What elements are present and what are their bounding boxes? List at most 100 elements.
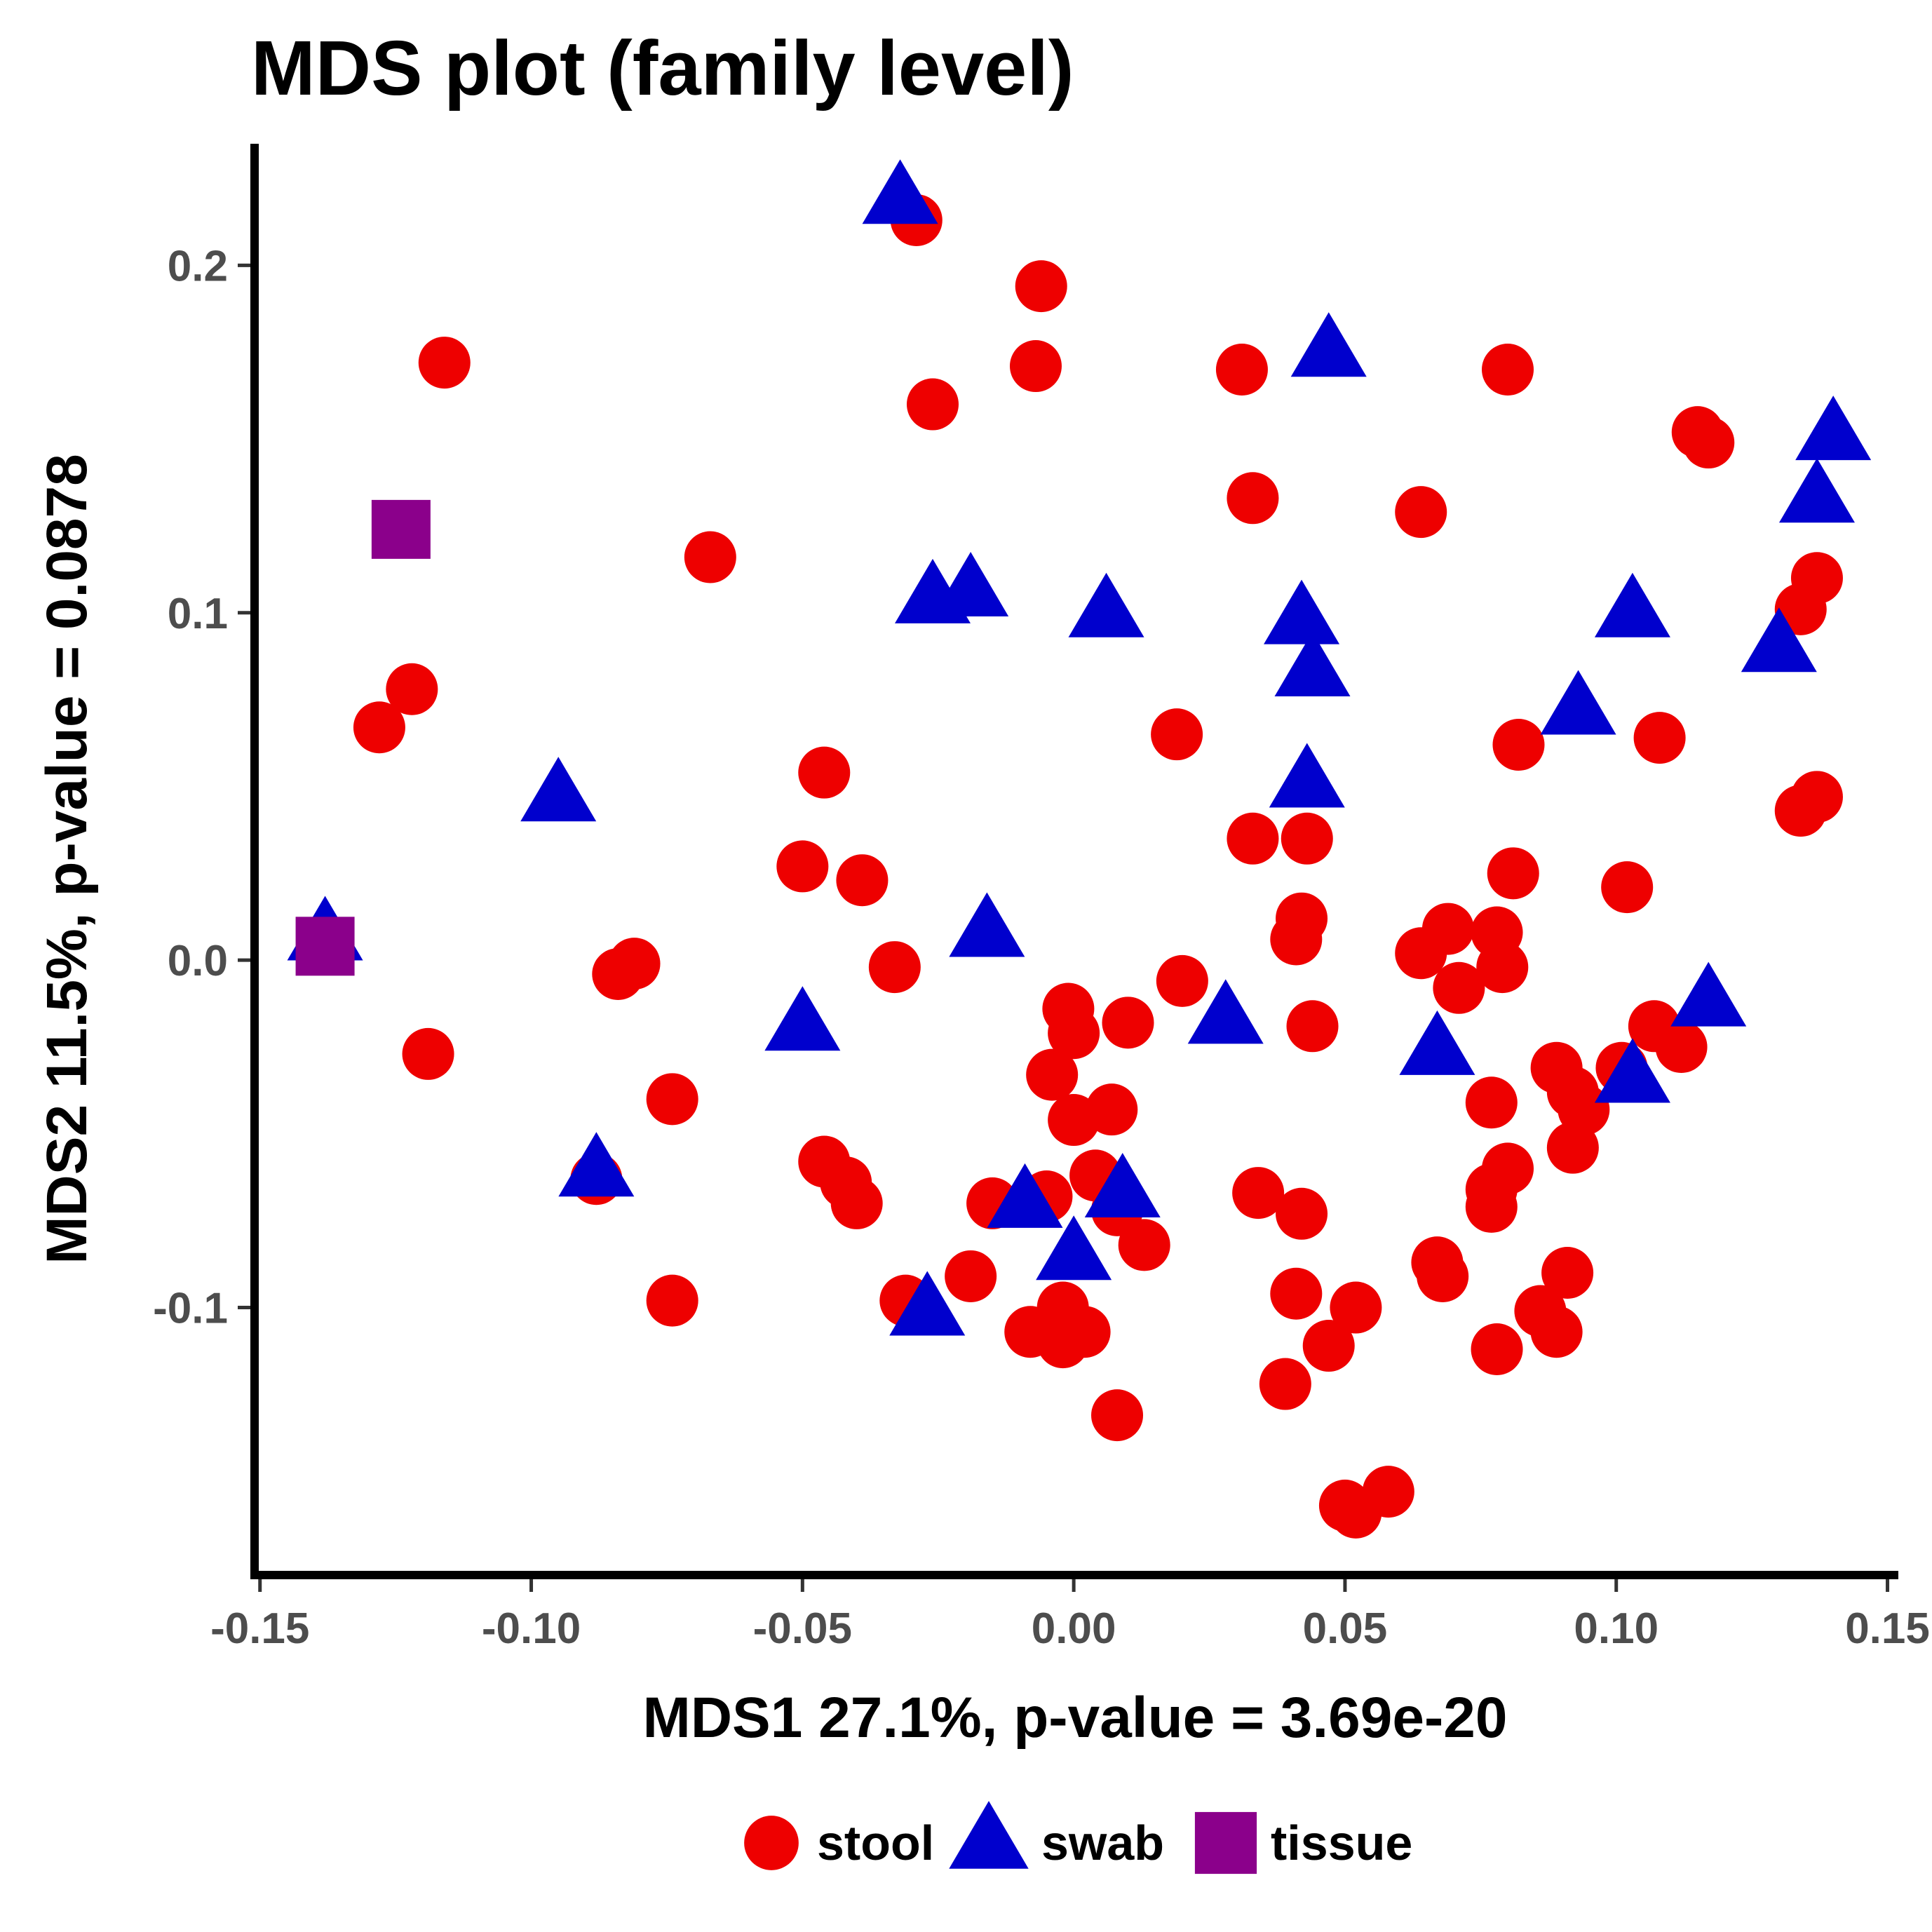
swab-point	[1269, 743, 1345, 808]
y-tick-label: 0.2	[168, 242, 228, 290]
stool-point	[1601, 861, 1654, 914]
stool-point	[1790, 771, 1843, 823]
stool-point	[1227, 472, 1279, 525]
x-tick-label: 0.05	[1303, 1605, 1388, 1653]
stool-point	[1362, 1466, 1414, 1518]
stool-point	[1156, 954, 1208, 1007]
swab-point	[1187, 979, 1264, 1044]
stool-point	[1421, 903, 1474, 955]
tissue-point	[371, 499, 431, 559]
x-tick-label: 0.00	[1032, 1605, 1116, 1653]
swab-point	[1084, 1153, 1161, 1218]
stool-point	[1215, 344, 1268, 396]
stool-point	[1682, 417, 1735, 469]
stool-point	[386, 663, 438, 715]
x-tick-label: -0.15	[210, 1605, 309, 1653]
stool-point	[1286, 1000, 1339, 1053]
swab-point	[949, 892, 1025, 957]
swab-point	[764, 986, 841, 1051]
swab-point	[558, 1132, 635, 1197]
x-tick-label: -0.10	[482, 1605, 581, 1653]
stool-point	[1482, 1142, 1534, 1195]
stool-point	[798, 746, 851, 799]
stool-point	[1048, 1094, 1100, 1147]
swab-point	[1274, 631, 1351, 696]
stool-point	[906, 378, 959, 431]
stool-point	[646, 1274, 698, 1327]
stool-point	[1330, 1281, 1382, 1334]
stool-point	[646, 1073, 698, 1126]
stool-point	[1118, 1219, 1170, 1271]
swab-point	[889, 1271, 966, 1336]
points-layer	[287, 159, 1872, 1539]
stool-point	[1151, 708, 1203, 761]
stool-point	[1302, 1320, 1355, 1372]
swab-point	[933, 552, 1009, 617]
stool-point	[1471, 1323, 1523, 1375]
x-tick-label: 0.10	[1574, 1605, 1659, 1653]
stool-point	[1058, 1306, 1111, 1358]
swab-legend-key	[949, 1801, 1029, 1869]
swab-point	[1594, 572, 1670, 637]
stool-point	[1546, 1121, 1599, 1174]
legend-label-stool: stool	[817, 1816, 934, 1870]
x-axis-title: MDS1 27.1%, p-value = 3.69e-20	[643, 1686, 1508, 1750]
swab-point	[1778, 458, 1855, 523]
stool-point	[1395, 486, 1447, 539]
swab-point	[862, 159, 938, 224]
y-axis-ticks: -0.1 0.0 0.1 0.2	[153, 242, 250, 1333]
swab-point	[987, 1163, 1063, 1228]
stool-point	[1259, 1358, 1311, 1410]
stool-point	[1102, 997, 1154, 1049]
swab-point	[1741, 607, 1817, 673]
stool-point	[830, 1177, 883, 1229]
stool-point	[418, 337, 471, 389]
stool-point	[1026, 1048, 1079, 1101]
stool-point	[868, 941, 921, 994]
stool-point	[776, 840, 829, 893]
stool-point	[1232, 1167, 1285, 1220]
y-tick-label: 0.1	[168, 590, 228, 638]
x-axis-ticks: -0.15 -0.10 -0.05 0.00 0.05 0.10 0.15	[210, 1579, 1930, 1653]
stool-point	[1433, 961, 1485, 1014]
stool-point	[1009, 340, 1062, 393]
swab-point	[1795, 396, 1872, 461]
stool-point	[1530, 1306, 1583, 1358]
swab-point	[1290, 312, 1367, 377]
stool-point	[836, 854, 889, 907]
stool-point	[1541, 1247, 1594, 1299]
tissue-legend-key	[1194, 1811, 1257, 1874]
stool-point	[1091, 1389, 1144, 1442]
legend-label-tissue: tissue	[1271, 1816, 1412, 1870]
y-axis-title: MDS2 11.5%, p-value = 0.0878	[35, 454, 99, 1264]
tissue-point	[295, 917, 355, 976]
stool-point	[1482, 344, 1534, 396]
stool-point	[1790, 552, 1843, 604]
stool-point	[1270, 1267, 1323, 1320]
swab-point	[1036, 1215, 1112, 1281]
stool-point	[1276, 1187, 1328, 1240]
stool-point	[1465, 1076, 1518, 1129]
stool-point	[353, 701, 405, 754]
swab-point	[1264, 579, 1340, 644]
stool-point	[1042, 982, 1095, 1035]
swab-point	[1670, 961, 1747, 1027]
stool-legend-key	[744, 1816, 799, 1870]
stool-point	[1492, 719, 1545, 771]
stool-point	[945, 1250, 997, 1302]
swab-point	[1594, 1038, 1670, 1103]
stool-point	[1270, 913, 1323, 966]
stool-point	[1281, 812, 1333, 865]
stool-point	[1417, 1250, 1469, 1302]
stool-point	[1487, 847, 1539, 900]
swab-point	[1068, 572, 1144, 637]
stool-point	[608, 938, 661, 990]
chart-title: MDS plot (family level)	[251, 25, 1074, 112]
stool-point	[1476, 941, 1529, 994]
stool-point	[1015, 260, 1067, 313]
swab-point	[520, 757, 597, 822]
stool-point	[1633, 712, 1686, 764]
stool-point	[1227, 812, 1279, 865]
legend: stool swab tissue	[744, 1801, 1412, 1874]
